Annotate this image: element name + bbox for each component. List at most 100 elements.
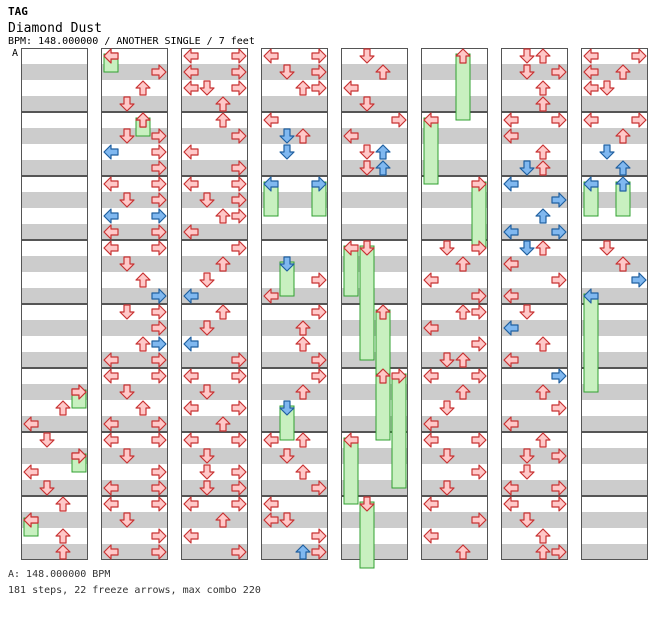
left-arrow bbox=[423, 320, 439, 336]
up-arrow bbox=[135, 336, 151, 352]
chart-columns bbox=[21, 48, 648, 560]
measure-box bbox=[421, 48, 488, 112]
left-arrow bbox=[503, 128, 519, 144]
down-arrow bbox=[119, 192, 135, 208]
up-arrow bbox=[535, 240, 551, 256]
measure-box bbox=[261, 48, 328, 112]
freeze-hold bbox=[359, 501, 375, 569]
measure-box bbox=[181, 304, 248, 368]
up-arrow bbox=[295, 320, 311, 336]
up-arrow bbox=[215, 416, 231, 432]
song-title: Diamond Dust bbox=[8, 21, 102, 36]
measure-box bbox=[581, 368, 648, 432]
right-arrow bbox=[151, 240, 167, 256]
right-arrow bbox=[231, 80, 247, 96]
right-arrow bbox=[471, 336, 487, 352]
freeze-hold bbox=[343, 437, 359, 505]
down-arrow bbox=[519, 464, 535, 480]
up-arrow bbox=[135, 272, 151, 288]
left-arrow bbox=[23, 416, 39, 432]
measure-box bbox=[21, 496, 88, 560]
down-arrow bbox=[279, 64, 295, 80]
right-arrow bbox=[151, 208, 167, 224]
right-arrow bbox=[151, 368, 167, 384]
left-arrow bbox=[503, 480, 519, 496]
down-arrow bbox=[119, 128, 135, 144]
right-arrow bbox=[231, 368, 247, 384]
footer-steps: 181 steps, 22 freeze arrows, max combo 2… bbox=[8, 585, 261, 596]
right-arrow bbox=[311, 544, 327, 560]
down-arrow bbox=[279, 256, 295, 272]
measure-box bbox=[261, 240, 328, 304]
up-arrow bbox=[295, 336, 311, 352]
right-arrow bbox=[71, 384, 87, 400]
left-arrow bbox=[103, 352, 119, 368]
measure-box bbox=[501, 48, 568, 112]
up-arrow bbox=[535, 544, 551, 560]
right-arrow bbox=[311, 352, 327, 368]
freeze-hold bbox=[391, 373, 407, 489]
left-arrow bbox=[183, 144, 199, 160]
down-arrow bbox=[519, 448, 535, 464]
up-arrow bbox=[535, 432, 551, 448]
left-arrow bbox=[103, 208, 119, 224]
right-arrow bbox=[631, 272, 647, 288]
right-arrow bbox=[631, 48, 647, 64]
measure-box bbox=[501, 496, 568, 560]
down-arrow bbox=[599, 80, 615, 96]
measure-box bbox=[21, 432, 88, 496]
left-arrow bbox=[583, 64, 599, 80]
left-arrow bbox=[183, 48, 199, 64]
left-arrow bbox=[583, 176, 599, 192]
measure-box bbox=[101, 304, 168, 368]
up-arrow bbox=[375, 368, 391, 384]
right-arrow bbox=[151, 224, 167, 240]
down-arrow bbox=[199, 320, 215, 336]
right-arrow bbox=[311, 304, 327, 320]
right-arrow bbox=[471, 304, 487, 320]
measure-box bbox=[501, 368, 568, 432]
up-arrow bbox=[215, 512, 231, 528]
measure-box bbox=[341, 176, 408, 240]
left-arrow bbox=[263, 512, 279, 528]
up-arrow bbox=[55, 400, 71, 416]
up-arrow bbox=[295, 80, 311, 96]
right-arrow bbox=[471, 240, 487, 256]
measure-box bbox=[21, 304, 88, 368]
measure-box bbox=[181, 112, 248, 176]
down-arrow bbox=[599, 240, 615, 256]
down-arrow bbox=[359, 48, 375, 64]
down-arrow bbox=[519, 240, 535, 256]
right-arrow bbox=[231, 48, 247, 64]
up-arrow bbox=[375, 144, 391, 160]
right-arrow bbox=[551, 112, 567, 128]
measure-box bbox=[261, 112, 328, 176]
left-arrow bbox=[183, 528, 199, 544]
down-arrow bbox=[519, 48, 535, 64]
left-arrow bbox=[583, 112, 599, 128]
measure-box bbox=[21, 48, 88, 112]
chart-column bbox=[261, 48, 328, 560]
down-arrow bbox=[199, 448, 215, 464]
right-arrow bbox=[631, 112, 647, 128]
measure-box bbox=[421, 432, 488, 496]
down-arrow bbox=[519, 304, 535, 320]
right-arrow bbox=[311, 480, 327, 496]
up-arrow bbox=[135, 112, 151, 128]
left-arrow bbox=[503, 496, 519, 512]
up-arrow bbox=[535, 48, 551, 64]
up-arrow bbox=[295, 128, 311, 144]
left-arrow bbox=[183, 496, 199, 512]
up-arrow bbox=[535, 528, 551, 544]
down-arrow bbox=[519, 64, 535, 80]
measure-box bbox=[101, 368, 168, 432]
footer-bpm: A: 148.000000 BPM bbox=[8, 569, 111, 580]
up-arrow bbox=[615, 160, 631, 176]
up-arrow bbox=[535, 80, 551, 96]
left-arrow bbox=[423, 496, 439, 512]
left-arrow bbox=[423, 528, 439, 544]
measure-box bbox=[581, 496, 648, 560]
left-arrow bbox=[263, 288, 279, 304]
right-arrow bbox=[231, 432, 247, 448]
step-chart bbox=[21, 48, 648, 569]
